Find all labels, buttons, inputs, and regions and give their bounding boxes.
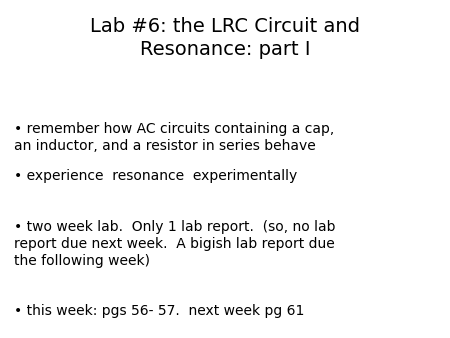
Text: • two week lab.  Only 1 lab report.  (so, no lab
report due next week.  A bigish: • two week lab. Only 1 lab report. (so, … [14, 220, 335, 268]
Text: • experience  resonance  experimentally: • experience resonance experimentally [14, 169, 297, 183]
Text: Lab #6: the LRC Circuit and
Resonance: part I: Lab #6: the LRC Circuit and Resonance: p… [90, 17, 360, 59]
Text: • this week: pgs 56- 57.  next week pg 61: • this week: pgs 56- 57. next week pg 61 [14, 304, 304, 318]
Text: • remember how AC circuits containing a cap,
an inductor, and a resistor in seri: • remember how AC circuits containing a … [14, 122, 334, 153]
